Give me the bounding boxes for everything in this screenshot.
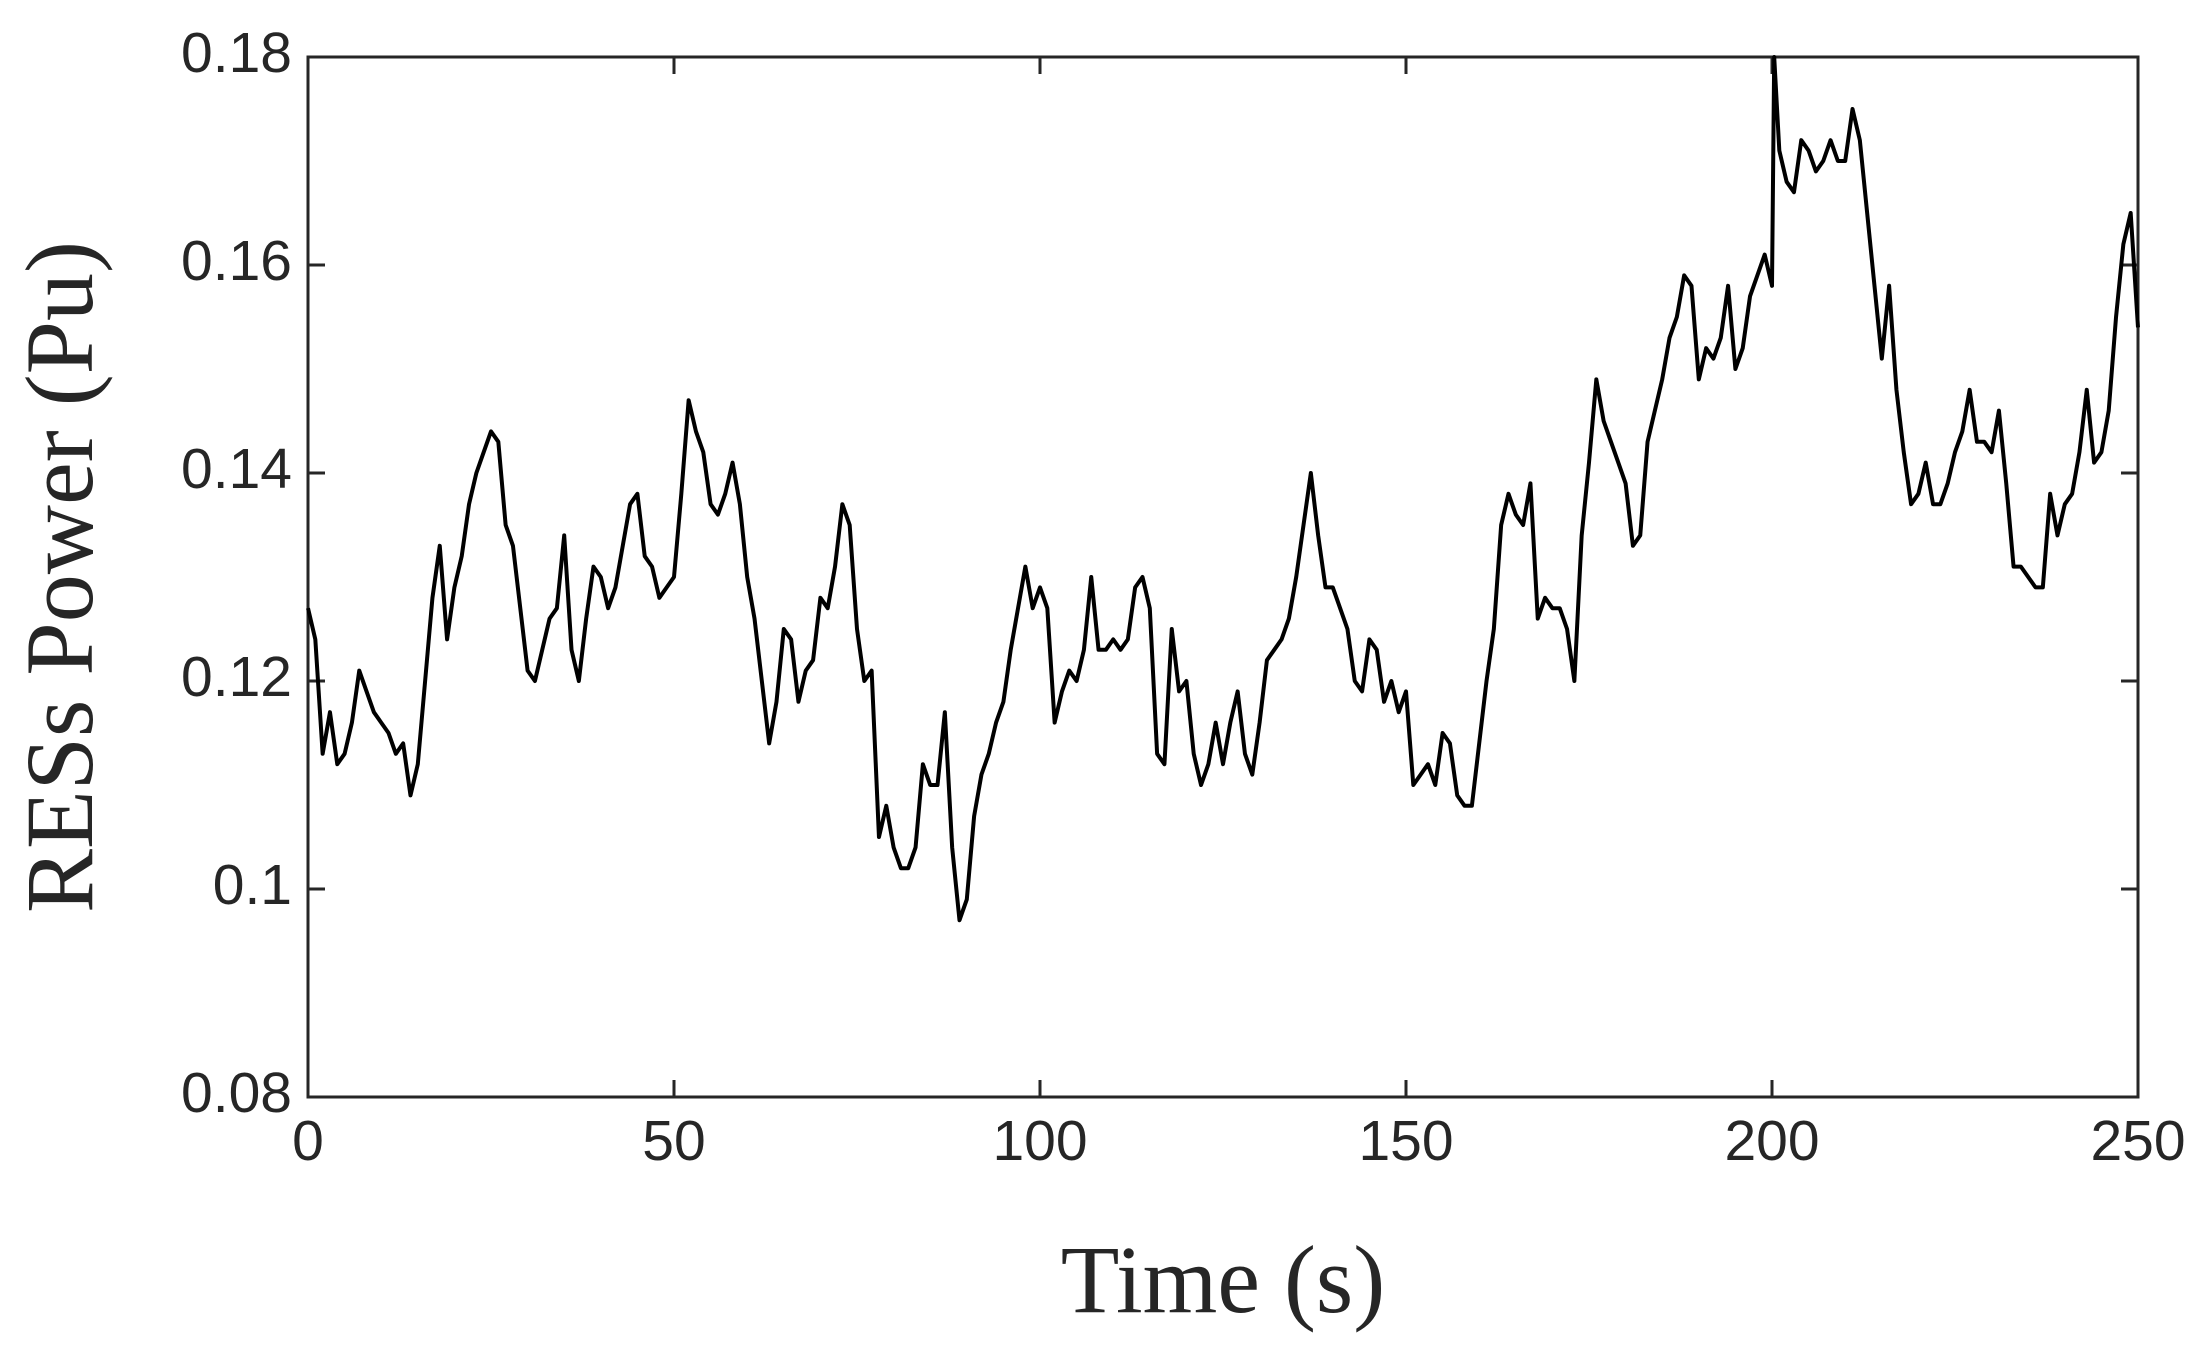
y-tick-label: 0.18 [181, 21, 292, 85]
x-tick-label: 150 [1358, 1109, 1453, 1173]
y-axis-title: RESs Power (Pu) [6, 241, 113, 913]
y-tick-label: 0.16 [181, 229, 292, 293]
x-axis-title: Time (s) [1061, 1226, 1386, 1333]
x-tick-label: 50 [642, 1109, 705, 1173]
y-tick-label: 0.1 [213, 853, 292, 917]
plot-frame [306, 55, 2140, 1099]
x-tick-label: 0 [292, 1109, 324, 1173]
x-tick-label: 200 [1724, 1109, 1819, 1173]
data-line [306, 55, 2140, 923]
y-tick-label: 0.08 [181, 1061, 292, 1125]
x-tick-label: 250 [2090, 1109, 2185, 1173]
x-tick-label: 100 [992, 1109, 1087, 1173]
y-tick-label: 0.14 [181, 437, 292, 501]
y-tick-label: 0.12 [181, 645, 292, 709]
